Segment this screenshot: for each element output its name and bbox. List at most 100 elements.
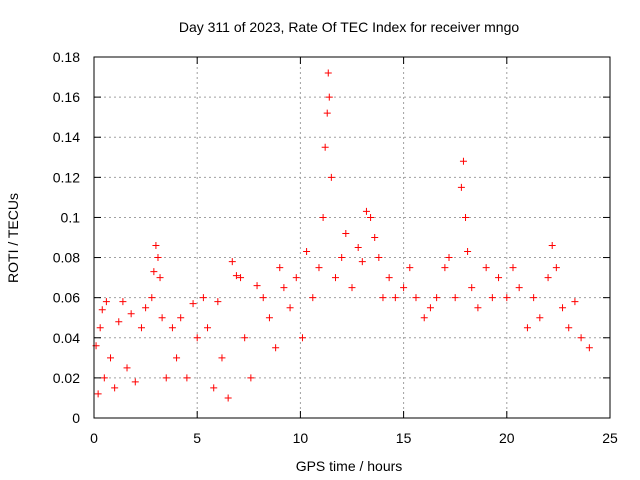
data-point <box>379 294 387 302</box>
data-point <box>451 294 459 302</box>
x-tick-label: 15 <box>396 430 412 446</box>
y-tick-label: 0.1 <box>61 209 81 225</box>
data-point <box>348 284 356 292</box>
data-point <box>199 294 207 302</box>
data-point <box>162 374 170 382</box>
data-point <box>420 314 428 322</box>
data-point <box>323 109 331 117</box>
data-point <box>154 254 162 262</box>
data-point <box>241 334 249 342</box>
data-point <box>119 298 127 306</box>
data-point <box>515 284 523 292</box>
data-point <box>474 304 482 312</box>
data-point <box>342 229 350 237</box>
data-point <box>536 314 544 322</box>
data-point <box>433 294 441 302</box>
data-point <box>131 378 139 386</box>
y-tick-label: 0.14 <box>53 129 80 145</box>
data-point <box>523 324 531 332</box>
data-point <box>280 284 288 292</box>
data-point <box>482 264 490 272</box>
data-point <box>276 264 284 272</box>
data-point <box>509 264 517 272</box>
plot-frame <box>93 56 611 419</box>
data-point <box>102 298 110 306</box>
y-tick-label: 0.12 <box>53 169 80 185</box>
data-point <box>168 324 176 332</box>
data-point <box>204 324 212 332</box>
y-tick-label: 0.18 <box>53 49 80 65</box>
data-point <box>530 294 538 302</box>
y-tick-label: 0.06 <box>53 290 80 306</box>
data-point <box>354 244 362 252</box>
data-point <box>321 143 329 151</box>
data-point <box>247 374 255 382</box>
data-point <box>412 294 420 302</box>
data-point <box>189 300 197 308</box>
data-point <box>315 264 323 272</box>
data-point <box>544 274 552 282</box>
data-point <box>385 274 393 282</box>
data-point <box>173 354 181 362</box>
data-point <box>319 213 327 221</box>
x-tick-label: 25 <box>602 430 618 446</box>
data-point <box>183 374 191 382</box>
data-point <box>123 364 131 372</box>
data-point <box>214 298 222 306</box>
data-point <box>107 354 115 362</box>
y-tick-label: 0.02 <box>53 370 80 386</box>
data-point <box>148 294 156 302</box>
data-point <box>585 344 593 352</box>
data-point <box>292 274 300 282</box>
data-point <box>237 274 245 282</box>
data-point <box>327 173 335 181</box>
data-point <box>94 390 102 398</box>
y-tick-label: 0.16 <box>53 89 80 105</box>
data-point <box>325 93 333 101</box>
data-point <box>210 384 218 392</box>
data-point <box>571 298 579 306</box>
x-tick-label: 20 <box>499 430 515 446</box>
data-point <box>371 234 379 241</box>
data-point <box>177 314 185 322</box>
y-tick-label: 0 <box>72 410 80 426</box>
data-point <box>232 272 240 280</box>
data-point <box>265 314 273 322</box>
data-point <box>303 248 311 256</box>
data-point <box>464 248 472 256</box>
data-point <box>253 282 261 290</box>
data-point <box>503 294 511 302</box>
data-point <box>259 294 267 302</box>
data-point <box>150 268 158 276</box>
data-point <box>127 310 135 318</box>
grid <box>94 57 610 418</box>
data-point <box>367 213 375 221</box>
data-point <box>96 324 104 332</box>
data-point <box>137 324 145 332</box>
data-point <box>468 284 476 292</box>
data-point <box>218 354 226 362</box>
data-point <box>298 334 306 342</box>
data-point <box>111 384 119 392</box>
data-point <box>457 183 465 191</box>
data-point <box>445 254 453 262</box>
data-point <box>375 254 383 262</box>
data-point <box>559 304 567 312</box>
axis-ticks: 0 5 10 15 20 25 0 0.02 0.04 0.06 0.08 0.1 0.12 0.14 0.… <box>53 49 618 446</box>
data-point <box>441 264 449 272</box>
x-axis-label: GPS time / hours <box>296 458 403 474</box>
data-point <box>406 264 414 272</box>
data-point <box>228 258 236 266</box>
data-point <box>548 242 556 250</box>
data-point <box>488 294 496 302</box>
data-point <box>286 304 294 312</box>
data-point <box>115 318 123 326</box>
data-points <box>92 69 593 402</box>
data-point <box>338 254 346 262</box>
data-point <box>142 304 150 312</box>
data-point <box>156 274 164 282</box>
data-point <box>391 294 399 302</box>
data-point <box>462 213 470 221</box>
